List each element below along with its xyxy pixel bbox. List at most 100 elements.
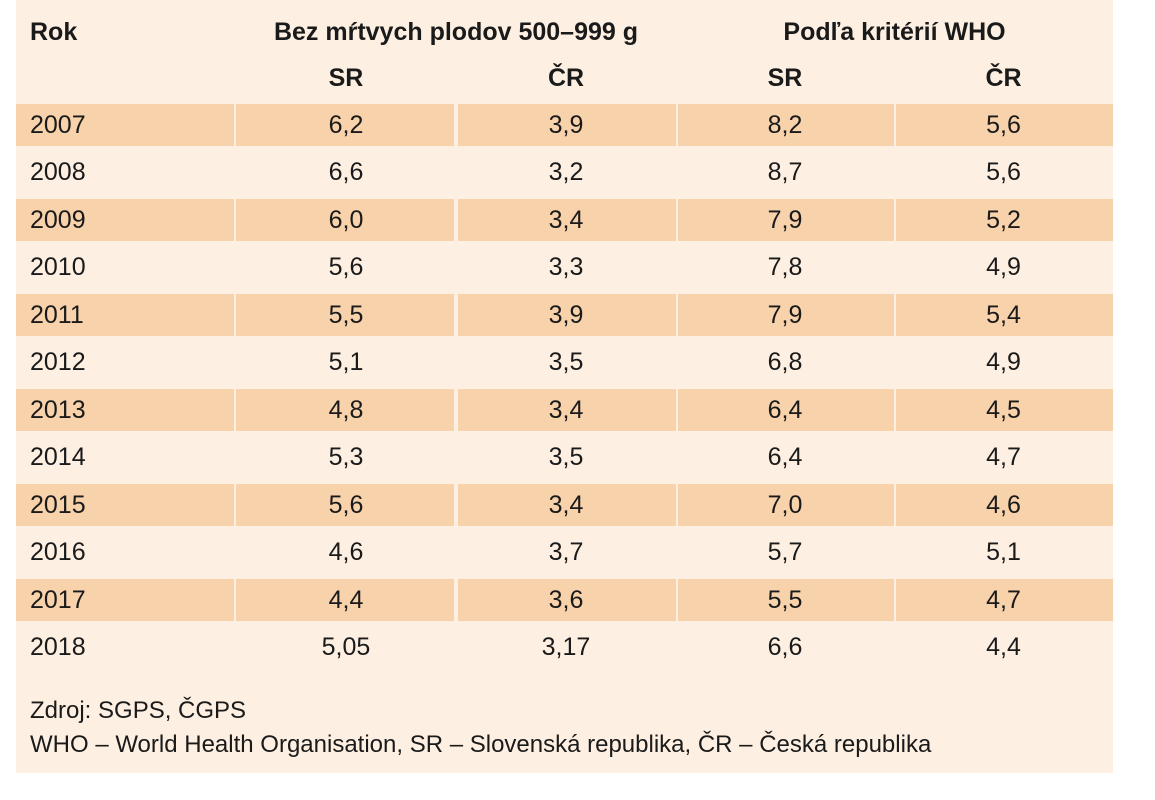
table-row: 2009 6,0 3,4 7,9 5,2 [16,198,1113,246]
row-shading [678,579,894,621]
cell-value: 7,0 [767,490,803,519]
cell-year: 2009 [30,205,86,234]
table-panel: Rok Bez mŕtvych plodov 500–999 g Podľa k… [16,0,1113,773]
cell-value: 3,4 [548,395,584,424]
row-shading [896,294,1113,336]
header-group-who: Podľa kritérií WHO [783,17,1006,46]
cell-value: 3,6 [548,585,584,614]
cell-value: 6,0 [328,205,364,234]
row-shading [458,484,676,526]
row-shading [236,294,454,336]
cell-value: 8,2 [767,110,803,139]
cell-value: 3,2 [548,158,584,186]
table-row: 2007 6,2 3,9 8,2 5,6 [16,103,1113,151]
cell-year: 2007 [30,110,86,139]
row-shading [458,389,676,431]
cell-value: 5,7 [767,538,803,566]
cell-value: 7,8 [767,253,803,281]
row-shading [896,389,1113,431]
row-shading [678,104,894,146]
cell-value: 4,6 [986,490,1021,519]
cell-year: 2018 [30,633,86,661]
cell-value: 4,6 [328,538,364,566]
subheader-cr-1: ČR [547,63,585,92]
cell-value: 5,5 [767,585,803,614]
table-footer: Zdroj: SGPS, ČGPS WHO – World Health Org… [30,694,931,762]
row-shading [678,294,894,336]
row-shading [16,294,234,336]
cell-value: 5,1 [328,348,364,376]
cell-value: 6,4 [767,443,803,471]
abbreviation-legend: WHO – World Health Organisation, SR – Sl… [30,731,932,758]
row-shading [236,104,454,146]
table-row: 2014 5,3 3,5 6,4 4,7 [16,436,1113,484]
header-rok: Rok [30,17,78,46]
cell-value: 5,6 [986,158,1021,186]
row-shading [896,199,1113,241]
cell-value: 3,4 [548,490,584,519]
row-shading [458,199,676,241]
cell-value: 3,9 [548,300,584,329]
header-group-stillbirths: Bez mŕtvych plodov 500–999 g [273,17,639,46]
cell-year: 2015 [30,490,86,519]
cell-value: 6,6 [767,633,803,661]
table-row: 2010 5,6 3,3 7,8 4,9 [16,246,1113,294]
row-shading [678,199,894,241]
cell-value: 4,9 [986,348,1021,376]
cell-value: 3,17 [541,633,591,661]
row-shading [896,484,1113,526]
cell-value: 5,2 [986,205,1021,234]
row-shading [236,484,454,526]
cell-year: 2008 [30,158,86,186]
cell-year: 2012 [30,348,86,376]
cell-value: 4,7 [986,585,1021,614]
row-shading [16,579,234,621]
cell-value: 8,7 [767,158,803,186]
cell-value: 7,9 [767,205,803,234]
cell-year: 2011 [30,300,84,329]
subheader-sr-2: SR [767,63,803,92]
cell-value: 5,1 [986,538,1021,566]
cell-value: 5,4 [986,300,1021,329]
table-row: 2008 6,6 3,2 8,7 5,6 [16,151,1113,199]
table-body: 2007 6,2 3,9 8,2 5,6 2008 6,6 3,2 8,7 5,6 2009 6,0 3… [16,103,1113,673]
subheader-sr-1: SR [328,63,364,92]
cell-value: 6,6 [328,158,364,186]
row-shading [236,389,454,431]
cell-value: 6,4 [767,395,803,424]
cell-year: 2017 [30,585,86,614]
row-shading [16,389,234,431]
cell-value: 5,05 [321,633,371,661]
table-row: 2017 4,4 3,6 5,5 4,7 [16,578,1113,626]
table-row: 2018 5,05 3,17 6,6 4,4 [16,626,1113,674]
table-row: 2015 5,6 3,4 7,0 4,6 [16,483,1113,531]
row-shading [896,579,1113,621]
cell-value: 4,8 [328,395,364,424]
row-shading [678,389,894,431]
cell-value: 4,5 [986,395,1021,424]
cell-value: 5,3 [328,443,364,471]
cell-value: 3,5 [548,443,584,471]
cell-value: 6,2 [328,110,364,139]
cell-value: 3,7 [548,538,584,566]
cell-value: 5,6 [328,253,364,281]
cell-value: 4,4 [986,633,1021,661]
table-row: 2011 5,5 3,9 7,9 5,4 [16,293,1113,341]
row-shading [236,579,454,621]
cell-value: 3,3 [548,253,584,281]
row-shading [16,104,234,146]
cell-value: 5,6 [986,110,1021,139]
row-shading [16,484,234,526]
cell-year: 2010 [30,253,86,281]
cell-value: 6,8 [767,348,803,376]
cell-value: 7,9 [767,300,803,329]
cell-value: 5,6 [328,490,364,519]
row-shading [678,484,894,526]
cell-value: 3,9 [548,110,584,139]
row-shading [458,104,676,146]
cell-value: 4,9 [986,253,1021,281]
table-subheader-row: SR ČR SR ČR [16,56,1113,100]
row-shading [458,294,676,336]
cell-value: 4,4 [328,585,364,614]
subheader-cr-2: ČR [985,63,1022,92]
